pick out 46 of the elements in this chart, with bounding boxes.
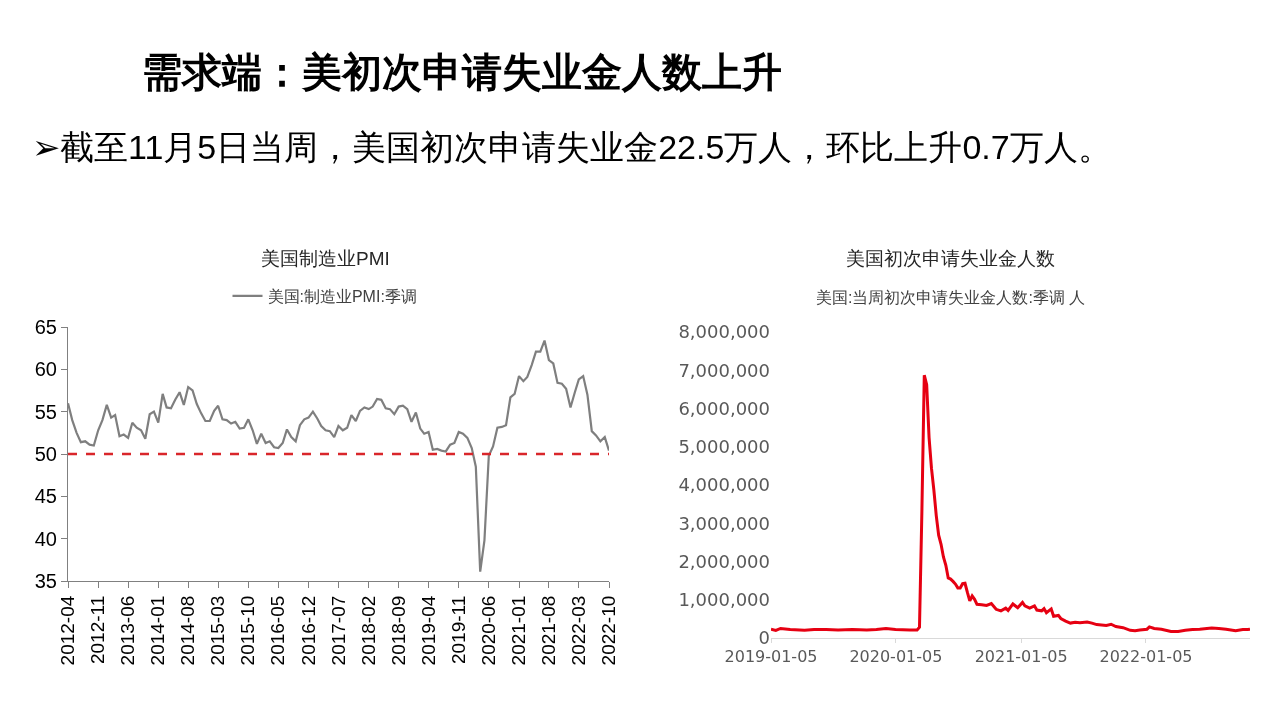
x-tick-label: 2014-01: [147, 595, 169, 666]
y-tick-label: 2,000,000: [678, 550, 770, 572]
chart-title: 美国初次申请失业金人数: [846, 248, 1055, 269]
x-tick-label: 2022-03: [567, 595, 589, 666]
x-tick-label: 2016-05: [267, 595, 289, 666]
x-tick-label: 2019-01-05: [724, 647, 818, 667]
line-series: [771, 373, 1250, 633]
x-tick-label: 2020-01-05: [849, 647, 943, 667]
y-tick-label: 3,000,000: [678, 512, 770, 534]
chart-title: 美国制造业PMI: [261, 248, 390, 269]
x-tick-label: 2015-10: [237, 595, 259, 666]
y-tick-label: 1,000,000: [678, 589, 770, 611]
x-tick-label: 2018-09: [387, 595, 409, 666]
x-tick-label: 2012-04: [57, 595, 79, 666]
x-tick-label: 2018-02: [357, 595, 379, 666]
x-tick-label: 2019-11: [447, 595, 469, 665]
y-tick-label: 35: [34, 570, 57, 592]
x-tick-label: 2021-08: [538, 595, 560, 666]
x-tick-label: 2012-11: [87, 595, 109, 665]
y-tick-label: 60: [34, 358, 57, 381]
y-tick-label: 8,000,000: [678, 321, 770, 343]
text: 需求端：美初次申请失业金人数上升: [142, 50, 782, 94]
x-tick-label: 2022-01-05: [1099, 647, 1193, 667]
x-tick-label: 2015-03: [207, 595, 229, 666]
x-tick-label: 2022-10: [598, 595, 620, 666]
x-tick-label: 2021-01-05: [974, 647, 1068, 667]
y-tick-label: 50: [34, 443, 57, 465]
y-tick-label: 55: [34, 400, 57, 423]
y-tick-label: 5,000,000: [678, 436, 770, 458]
y-tick-label: 40: [34, 527, 57, 550]
y-tick-label: 6,000,000: [678, 397, 770, 419]
x-tick-label: 2013-06: [117, 595, 139, 666]
x-tick-label: 2019-04: [417, 595, 439, 666]
y-tick-label: 65: [34, 316, 57, 338]
legend-label: 美国:制造业PMI:季调: [267, 288, 417, 306]
x-tick-label: 2016-12: [297, 595, 319, 666]
x-tick-label: 2020-06: [477, 595, 499, 666]
y-tick-label: 4,000,000: [678, 474, 770, 496]
x-tick-label: 2014-08: [177, 595, 199, 666]
text: ➢截至11月5日当周，美国初次申请失业金22.5万人，环比上升0.7万人。: [32, 128, 1112, 166]
y-tick-label: 7,000,000: [678, 359, 770, 381]
chart-subtitle: 美国:当周初次申请失业金人数:季调 人: [816, 289, 1086, 306]
x-tick-label: 2017-07: [327, 595, 349, 666]
y-tick-label: 45: [34, 485, 57, 508]
y-tick-label: 0: [758, 627, 770, 649]
x-tick-label: 2021-01: [508, 595, 530, 666]
